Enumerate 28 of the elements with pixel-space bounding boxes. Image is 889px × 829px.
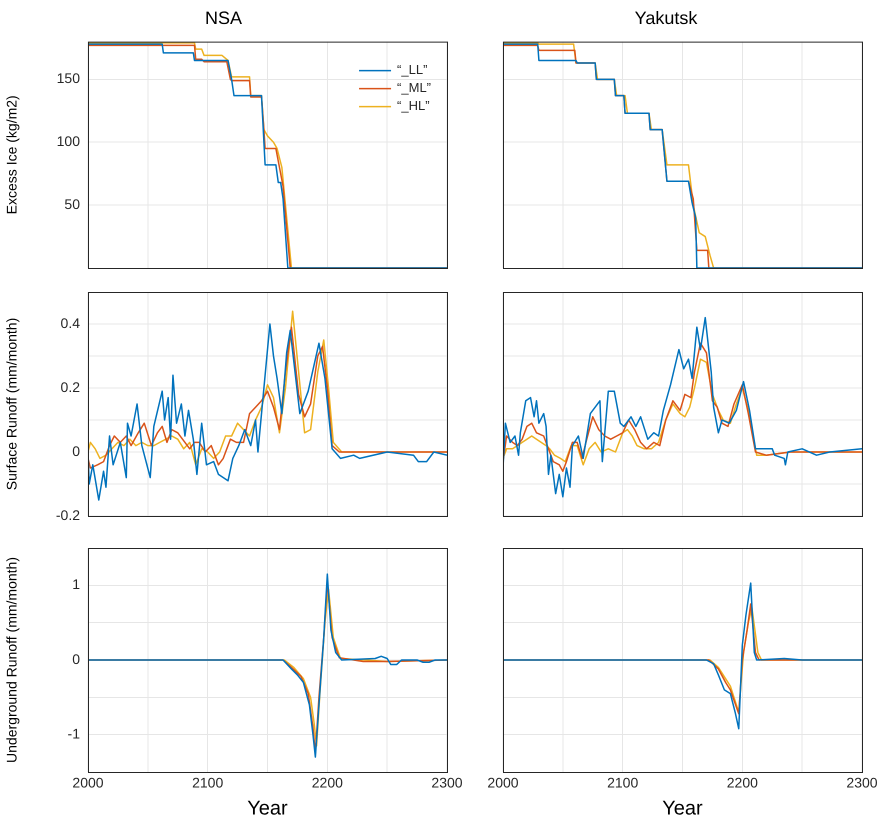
legend-label: “_LL” xyxy=(397,62,428,78)
legend-label: “_ML” xyxy=(397,80,432,96)
y-tick-label: 0 xyxy=(72,650,80,667)
y-tick-label: 1 xyxy=(72,576,80,592)
x-axis-title: Year xyxy=(662,798,704,820)
y-axis-title: Underground Runoff (mm/month) xyxy=(3,557,20,763)
y-tick-label: 150 xyxy=(56,70,80,86)
y-axis-title: Surface Runoff (mm/month) xyxy=(3,318,20,490)
x-axis-title: Year xyxy=(247,798,288,820)
y-tick-label: 100 xyxy=(56,133,80,150)
x-tick-label: 2200 xyxy=(726,774,758,790)
chart-title: Yakutsk xyxy=(634,8,698,28)
x-tick-label: 2100 xyxy=(607,774,638,790)
x-tick-label: 2300 xyxy=(431,774,463,790)
y-tick-label: 0.4 xyxy=(60,314,80,331)
x-tick-label: 2100 xyxy=(192,774,224,790)
x-tick-label: 2000 xyxy=(487,774,519,790)
y-tick-label: 0 xyxy=(72,442,80,459)
legend-label: “_HL” xyxy=(397,98,430,114)
y-axis-title: Excess Ice (kg/m2) xyxy=(3,95,20,214)
x-tick-label: 2200 xyxy=(312,774,344,790)
x-tick-label: 2000 xyxy=(72,774,104,790)
x-tick-label: 2300 xyxy=(846,774,878,790)
y-tick-label: -0.2 xyxy=(56,506,80,523)
y-tick-label: 0.2 xyxy=(60,378,80,395)
chart-title: NSA xyxy=(204,8,242,28)
y-tick-label: -1 xyxy=(68,726,80,742)
y-tick-label: 50 xyxy=(64,196,80,212)
